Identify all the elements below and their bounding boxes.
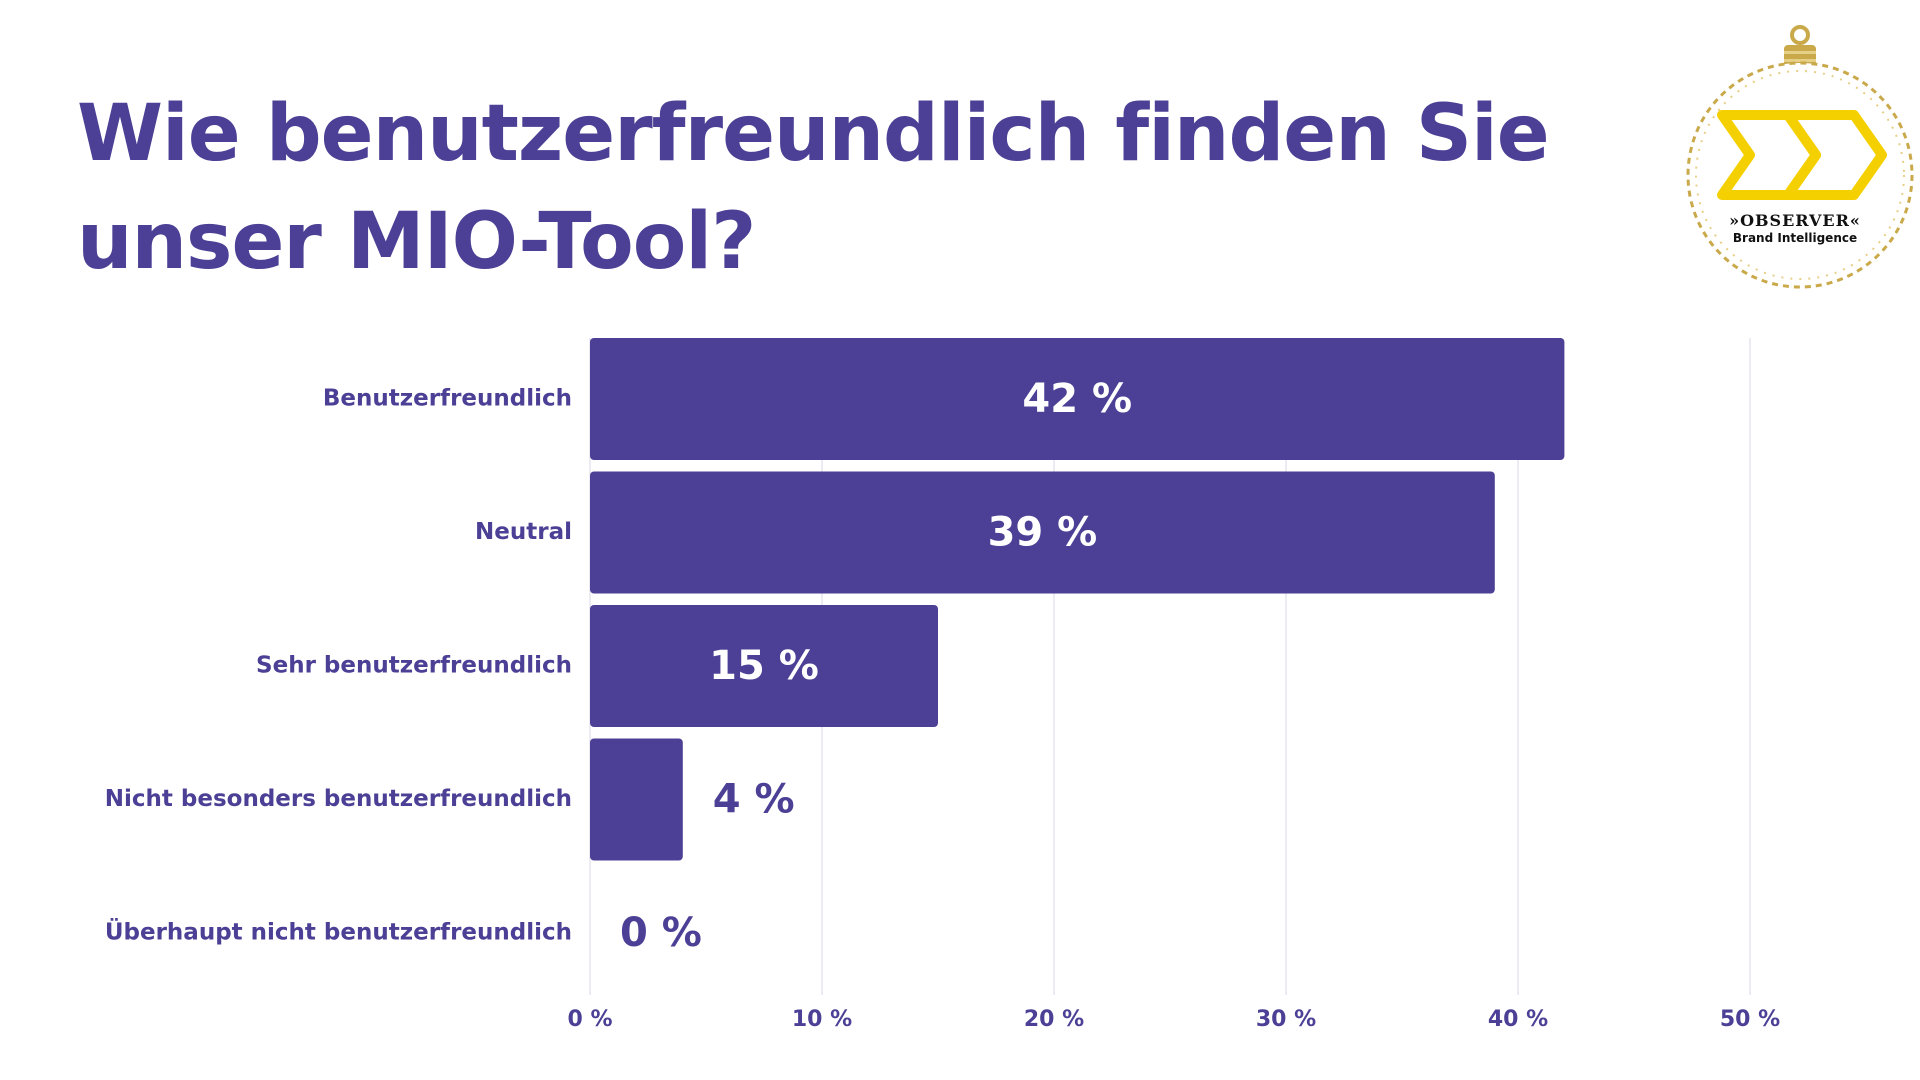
logo-tagline-text: Brand Intelligence <box>1732 231 1858 245</box>
x-tick-label: 0 % <box>567 1007 612 1032</box>
data-label: 42 % <box>1022 376 1132 422</box>
ornament-ring-icon <box>1790 25 1810 45</box>
category-label: Überhaupt nicht benutzerfreundlich <box>105 918 572 946</box>
bar <box>590 605 938 727</box>
x-tick-label: 50 % <box>1720 1007 1780 1032</box>
data-label: 39 % <box>988 510 1098 556</box>
x-tick-label: 10 % <box>792 1007 852 1032</box>
bar <box>590 471 1495 594</box>
data-label: 0 % <box>620 910 702 956</box>
chart-category-labels: Benutzerfreundlich Neutral Sehr benutzerfr… <box>105 386 572 946</box>
x-tick-label: 40 % <box>1488 1007 1548 1032</box>
x-tick-label: 20 % <box>1024 1007 1084 1032</box>
logo-brand-text: »OBSERVER« <box>1729 211 1861 230</box>
data-label: 15 % <box>709 643 819 689</box>
category-label: Sehr benutzerfreundlich <box>256 653 572 679</box>
x-tick-label: 30 % <box>1256 1007 1316 1032</box>
chart-bars <box>590 338 1565 861</box>
chart-value-labels: 42 % 39 % 15 % 4 % 0 % <box>620 376 1132 956</box>
data-label: 4 % <box>713 777 795 823</box>
observer-logo <box>1686 25 1914 289</box>
chart-tick-labels: 0 % 10 % 20 % 30 % 40 % 50 % <box>567 1007 1780 1032</box>
category-label: Nicht besonders benutzerfreundlich <box>105 786 572 812</box>
category-label: Neutral <box>475 519 572 545</box>
category-label: Benutzerfreundlich <box>323 386 572 412</box>
chevrons-right-icon <box>1717 110 1887 200</box>
page-title: Wie benutzerfreundlich finden Sie unser … <box>77 89 1550 287</box>
bar <box>590 738 683 861</box>
bar <box>590 338 1565 460</box>
